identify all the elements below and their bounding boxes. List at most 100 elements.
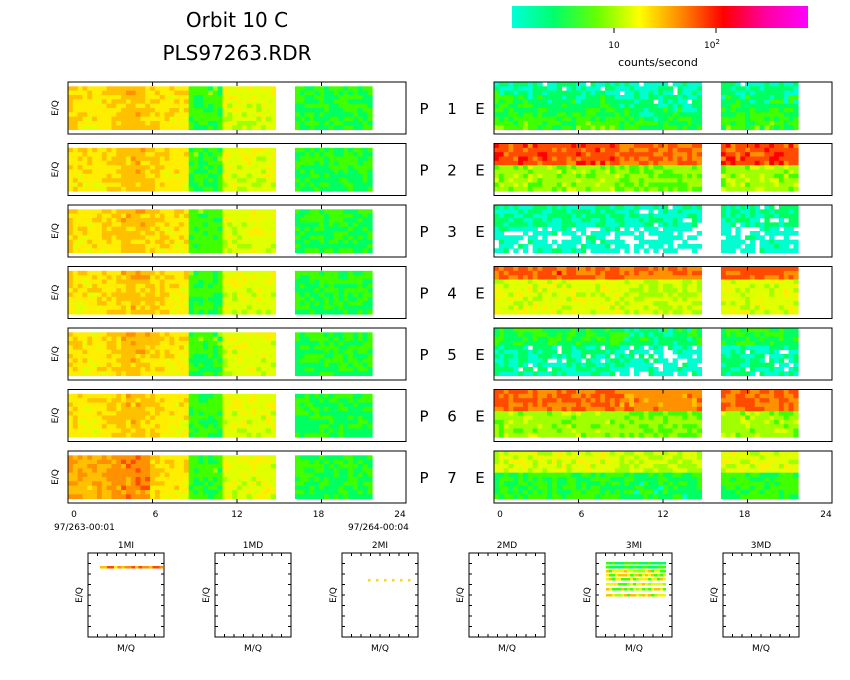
heatmap-cell (294, 213, 301, 219)
heatmap-cell (769, 160, 775, 166)
heatmap-cell (256, 279, 262, 285)
heatmap-cell (508, 235, 514, 241)
heatmap-cell (154, 156, 161, 162)
heatmap-cell (261, 309, 267, 315)
heatmap-cell (749, 125, 756, 131)
heatmap-cell (208, 222, 214, 228)
heatmap-cell (140, 178, 146, 183)
heatmap-cell (542, 186, 548, 192)
heatmap-cell (203, 244, 209, 249)
heatmap-cell (265, 156, 272, 162)
heatmap-cell (77, 103, 83, 109)
heatmap-cell (116, 288, 122, 293)
heatmap-cell (222, 147, 228, 153)
heatmap-cell (783, 82, 789, 87)
heatmap-cell (203, 270, 209, 276)
heatmap-cell (576, 152, 582, 157)
heatmap-cell (212, 231, 219, 236)
heatmap-cell (323, 121, 330, 126)
heatmap-cell (740, 165, 746, 170)
heatmap-cell (682, 86, 688, 92)
heatmap-cell (648, 178, 654, 183)
heatmap-cell (101, 152, 108, 157)
heatmap-cell (208, 301, 214, 306)
heatmap-cell (585, 169, 591, 175)
heatmap-cell (203, 222, 209, 228)
heatmap-cell (691, 156, 698, 162)
heatmap-cell (174, 182, 180, 188)
heatmap-cell (265, 231, 272, 236)
heatmap-cell (725, 222, 731, 228)
heatmap-cell (304, 235, 310, 241)
heatmap-cell (241, 103, 248, 109)
heatmap-cell (96, 152, 103, 157)
heatmap-cell (352, 173, 359, 179)
heatmap-cell (188, 309, 194, 315)
heatmap-cell (696, 213, 703, 219)
heatmap-cell (527, 218, 534, 223)
heatmap-cell (140, 173, 146, 179)
heatmap-cell (261, 95, 267, 100)
heatmap-cell (212, 121, 219, 126)
heatmap-cell (227, 95, 233, 100)
heatmap-cell (96, 95, 103, 100)
heatmap-cell (725, 186, 731, 192)
heatmap-cell (720, 244, 727, 249)
heatmap-cell (677, 108, 683, 113)
heatmap-cell (121, 275, 127, 280)
heatmap-cell (261, 213, 267, 219)
heatmap-cell (222, 182, 228, 188)
heatmap-cell (730, 222, 736, 228)
heatmap-cell (130, 116, 136, 122)
heatmap-cell (203, 239, 209, 245)
heatmap-cell (77, 108, 83, 113)
heatmap-cell (778, 125, 785, 131)
heatmap-cell (585, 296, 591, 302)
heatmap-cell (362, 90, 368, 96)
heatmap-cell (643, 125, 649, 131)
heatmap-cell (653, 226, 659, 232)
heatmap-cell (508, 143, 514, 149)
heatmap-cell (367, 108, 373, 113)
heatmap-cell (600, 147, 606, 153)
heatmap-cell (682, 296, 688, 302)
heatmap-cell (783, 275, 789, 280)
heatmap-cell (764, 147, 770, 153)
heatmap-cell (183, 209, 190, 215)
heatmap-cell (125, 108, 132, 113)
heatmap-cell (193, 301, 199, 306)
heatmap-cell (547, 90, 553, 96)
heatmap-cell (580, 248, 587, 254)
heatmap-cell (774, 147, 780, 153)
heatmap-cell (634, 309, 640, 315)
heatmap-cell (614, 156, 620, 162)
heatmap-cell (208, 283, 214, 289)
heatmap-cell (745, 121, 751, 126)
heatmap-cell (338, 309, 344, 315)
heatmap-cell (96, 173, 103, 179)
heatmap-cell (547, 205, 553, 210)
heatmap-cell (725, 266, 731, 272)
heatmap-cell (600, 156, 606, 162)
heatmap-cell (319, 239, 325, 245)
heatmap-cell (754, 121, 760, 126)
heatmap-cell (735, 125, 741, 131)
heatmap-cell (769, 103, 775, 109)
heatmap-cell (619, 209, 625, 215)
heatmap-cell (532, 173, 538, 179)
heatmap-cell (542, 108, 548, 113)
heatmap-cell (72, 354, 79, 359)
heatmap-cell (217, 103, 223, 109)
heatmap-cell (653, 248, 659, 254)
heatmap-cell (764, 86, 770, 92)
heatmap-cell (663, 309, 669, 315)
heatmap-cell (696, 103, 703, 109)
heatmap-cell (764, 160, 770, 166)
heatmap-cell (638, 169, 645, 175)
heatmap-cell (614, 305, 620, 311)
heatmap-cell (576, 95, 582, 100)
heatmap-cell (261, 292, 267, 298)
heatmap-cell (367, 288, 373, 293)
heatmap-cell (159, 147, 165, 153)
heatmap-cell (677, 226, 683, 232)
